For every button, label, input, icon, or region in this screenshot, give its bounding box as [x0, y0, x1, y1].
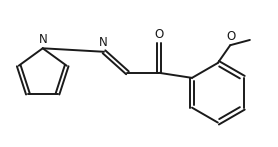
Text: N: N [39, 33, 48, 46]
Text: O: O [226, 30, 235, 43]
Text: N: N [99, 36, 108, 49]
Text: O: O [154, 28, 163, 41]
